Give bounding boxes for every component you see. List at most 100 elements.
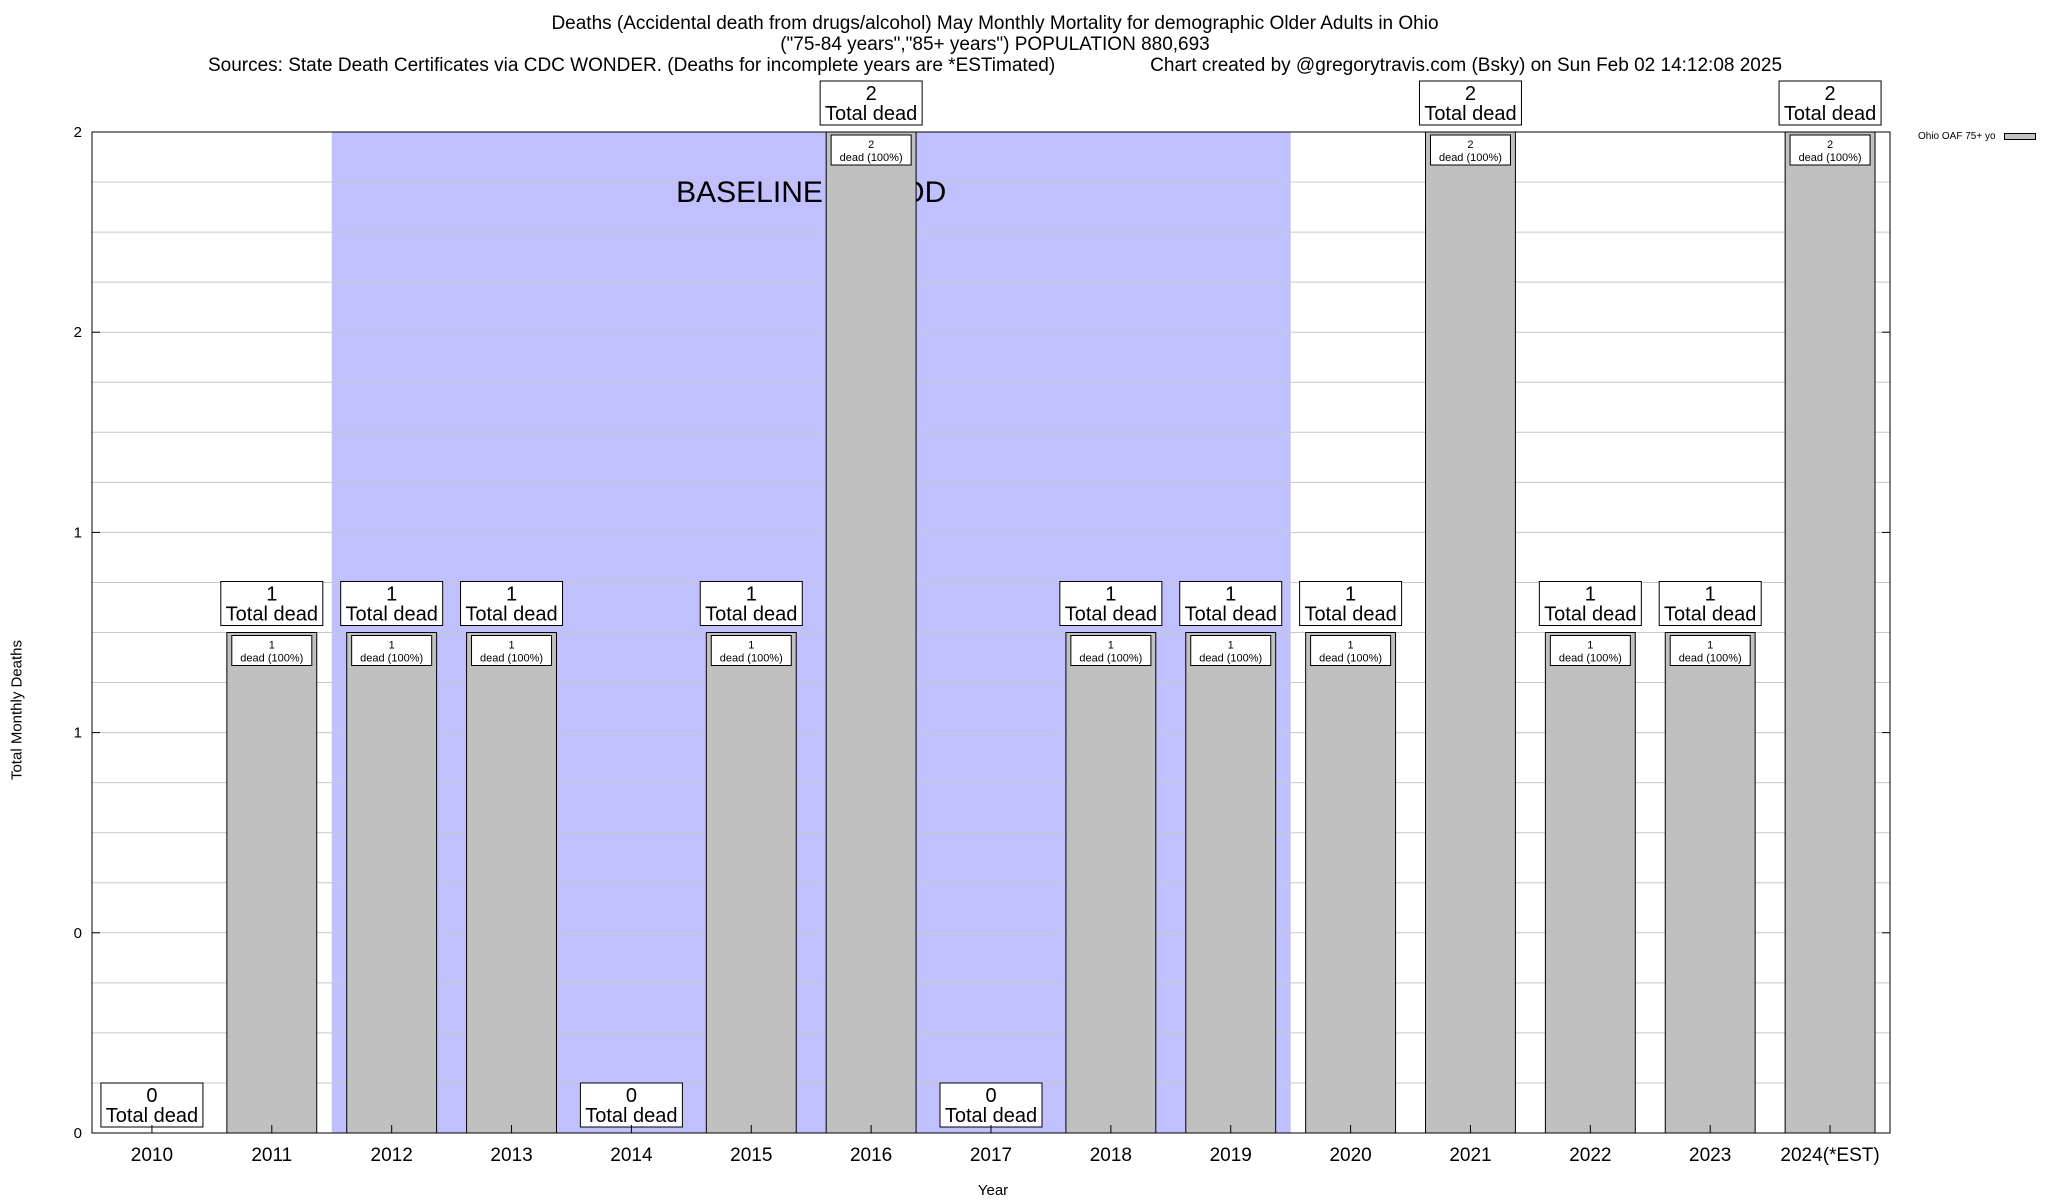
bar-total-label: Total dead (1664, 604, 1756, 626)
bar-total-label-box (1418, 80, 1522, 126)
bar-inner-label: dead (100%) (1679, 653, 1742, 665)
bar-total-label-box (100, 1082, 204, 1128)
bar-total-value: 1 (506, 584, 517, 606)
x-tick-label: 2021 (1449, 1145, 1491, 1166)
bar-total-label: Total dead (1424, 103, 1516, 125)
bar-total-value: 2 (866, 83, 877, 105)
bar-total-value: 1 (1105, 584, 1116, 606)
bar-inner-label-box (1070, 635, 1152, 666)
bar-inner-label-box (471, 635, 553, 666)
x-tick-label: 2014 (610, 1145, 653, 1166)
x-tick-label: 2019 (1210, 1145, 1252, 1166)
bar-total-label: Total dead (1544, 604, 1636, 626)
bar-inner-label-box (1429, 134, 1511, 166)
bar (226, 632, 318, 1134)
bar-total-value: 0 (626, 1085, 637, 1107)
chart-subtitle: ("75-84 years","85+ years") POPULATION 8… (780, 34, 1210, 55)
bar-total-label-box (819, 80, 923, 126)
bar-inner-value: 2 (1827, 139, 1833, 151)
bar-inner-label-box (231, 635, 313, 666)
x-tick-label: 2010 (131, 1145, 173, 1166)
bar-inner-value: 1 (508, 640, 514, 652)
bar-inner-value: 1 (1348, 640, 1354, 652)
bar-total-label: Total dead (945, 1105, 1037, 1127)
chart-title: Deaths (Accidental death from drugs/alco… (551, 13, 1439, 34)
bar-total-label: Total dead (825, 103, 917, 125)
x-tick-label: 2015 (730, 1145, 772, 1166)
bar-inner-label-box (1310, 635, 1392, 666)
bar-total-label: Total dead (1304, 604, 1396, 626)
bar-total-value: 1 (1225, 584, 1236, 606)
bar (1544, 632, 1636, 1134)
bar-total-value: 0 (146, 1085, 157, 1107)
bar-total-label-box (340, 581, 444, 626)
bar-inner-label: dead (100%) (360, 653, 423, 665)
bar-total-label-box (460, 581, 564, 626)
x-tick-label: 2011 (251, 1145, 292, 1166)
x-axis-label: Year (977, 1182, 1009, 1199)
bar (1065, 632, 1157, 1134)
bar-inner-label: dead (100%) (1079, 653, 1142, 665)
y-axis-label: Total Monthly Deaths (8, 639, 26, 781)
bar-inner-label: dead (100%) (240, 653, 303, 665)
x-tick-label: 2020 (1329, 1145, 1371, 1166)
bar-total-label: Total dead (465, 604, 557, 626)
bar-total-label: Total dead (226, 604, 318, 626)
bar-total-label: Total dead (705, 604, 797, 626)
bar-total-label-box (1059, 581, 1163, 626)
bar (1185, 632, 1277, 1134)
bar-inner-label: dead (100%) (1439, 152, 1502, 164)
bar-inner-label-box (1549, 635, 1631, 666)
x-tick-label: 2017 (970, 1145, 1012, 1166)
bar-total-value: 2 (1465, 83, 1476, 105)
bar-total-value: 1 (746, 584, 757, 606)
bar-inner-label: dead (100%) (1559, 653, 1622, 665)
bar-inner-label: dead (100%) (720, 653, 783, 665)
bar-total-label-box (1299, 581, 1403, 626)
bar-total-label: Total dead (106, 1105, 198, 1127)
x-tick-label: 2016 (850, 1145, 892, 1166)
bar-total-label-box (1778, 80, 1882, 126)
y-tick-label: 0 (74, 1125, 82, 1142)
bar-total-value: 1 (1345, 584, 1356, 606)
bar (346, 632, 438, 1134)
bar-inner-label-box (1669, 635, 1751, 666)
bar-total-value: 1 (1585, 584, 1596, 606)
x-tick-label: 2018 (1090, 1145, 1132, 1166)
bar-inner-value: 2 (1467, 139, 1473, 151)
x-tick-label: 2023 (1689, 1145, 1731, 1166)
bar-total-label: Total dead (1784, 103, 1876, 125)
chart-source-line: Sources: State Death Certificates via CD… (0, 55, 1990, 76)
bar-total-label: Total dead (346, 604, 438, 626)
bar-inner-value: 1 (1228, 640, 1234, 652)
bar-total-label: Total dead (1185, 604, 1277, 626)
bar-total-label-box (1658, 581, 1762, 626)
bar (1664, 632, 1756, 1134)
bar-inner-label: dead (100%) (1319, 653, 1382, 665)
bar-inner-value: 1 (269, 640, 275, 652)
bar-inner-label-box (830, 134, 912, 166)
y-tick-label: 1 (74, 725, 82, 742)
bar-inner-label-box (1190, 635, 1272, 666)
bar-total-value: 0 (985, 1085, 996, 1107)
bar-total-label-box (699, 581, 803, 626)
y-tick-label: 1 (74, 524, 82, 541)
bar-inner-label-box (351, 635, 433, 666)
bar-inner-label-box (710, 635, 792, 666)
x-tick-label: 2012 (371, 1145, 413, 1166)
chart-legend: Ohio OAF 75+ yo (1918, 131, 2036, 142)
bar-inner-label: dead (100%) (840, 152, 903, 164)
bar-total-label: Total dead (1065, 604, 1157, 626)
bar (466, 632, 557, 1134)
legend-swatch (2003, 133, 2036, 140)
bar (825, 131, 917, 1134)
legend-label: Ohio OAF 75+ yo (1918, 131, 1996, 142)
x-tick-label: 2022 (1569, 1145, 1611, 1166)
bar-total-label-box (939, 1082, 1043, 1128)
bar-inner-value: 1 (389, 640, 395, 652)
bar-total-label-box (220, 581, 324, 626)
bar-inner-value: 1 (1707, 640, 1713, 652)
y-tick-label: 2 (74, 124, 82, 141)
bar (705, 632, 797, 1134)
